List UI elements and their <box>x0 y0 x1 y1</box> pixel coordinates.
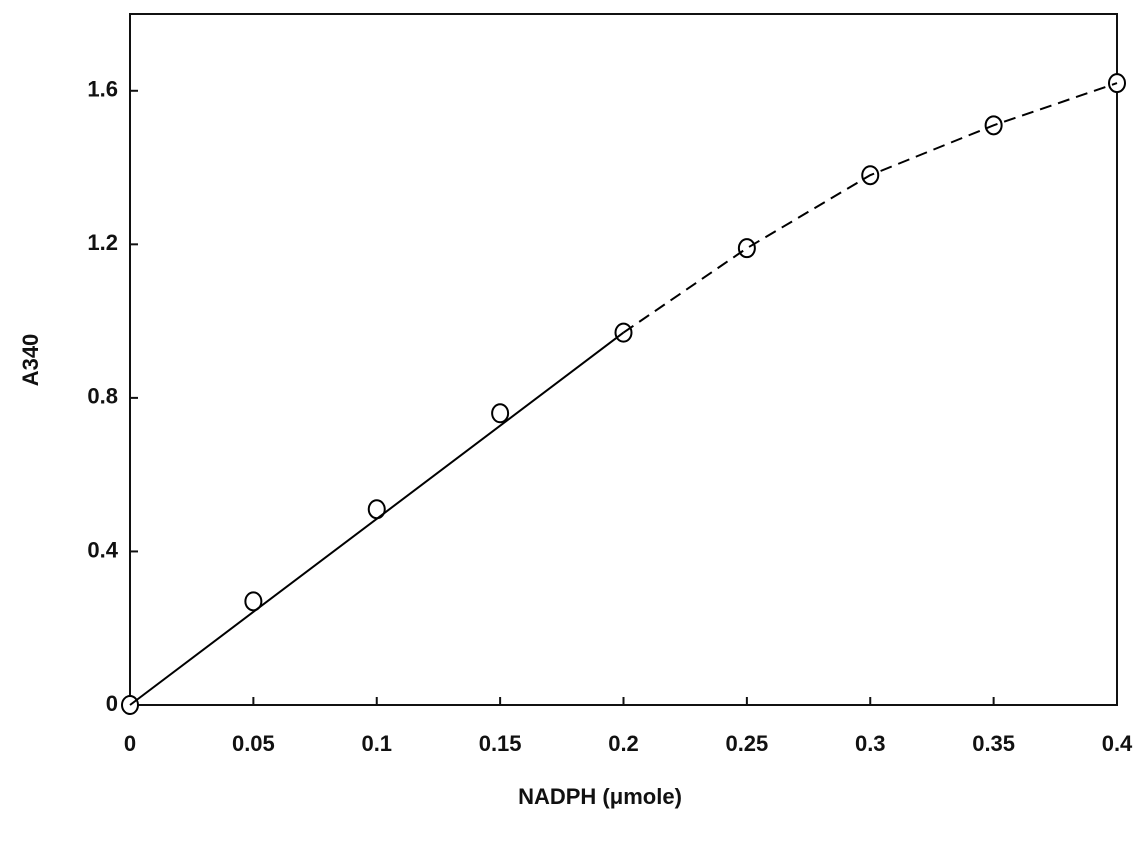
dashed-curve <box>622 82 1118 334</box>
y-tick-label: 1.6 <box>87 77 118 102</box>
data-point <box>737 238 756 259</box>
y-tick-label: 0.8 <box>87 384 118 409</box>
y-axis-label: A340 <box>18 334 43 387</box>
x-tick-label: 0.15 <box>479 731 522 756</box>
fit-line <box>129 331 625 706</box>
x-tick-label: 0.2 <box>608 731 639 756</box>
x-tick-label: 0.25 <box>725 731 768 756</box>
y-tick-label: 1.2 <box>87 230 118 255</box>
x-tick-label: 0.35 <box>972 731 1015 756</box>
y-tick-label: 0.4 <box>87 537 118 562</box>
x-tick-label: 0.4 <box>1102 731 1133 756</box>
data-point <box>244 591 263 612</box>
y-tick-label: 0 <box>106 691 118 716</box>
x-tick-label: 0.3 <box>855 731 886 756</box>
plot-frame <box>129 13 1118 706</box>
x-tick-label: 0 <box>124 731 136 756</box>
x-axis-label: NADPH (μmole) <box>518 784 682 809</box>
x-tick-label: 0.1 <box>361 731 392 756</box>
x-tick-label: 0.05 <box>232 731 275 756</box>
data-point <box>491 403 510 424</box>
